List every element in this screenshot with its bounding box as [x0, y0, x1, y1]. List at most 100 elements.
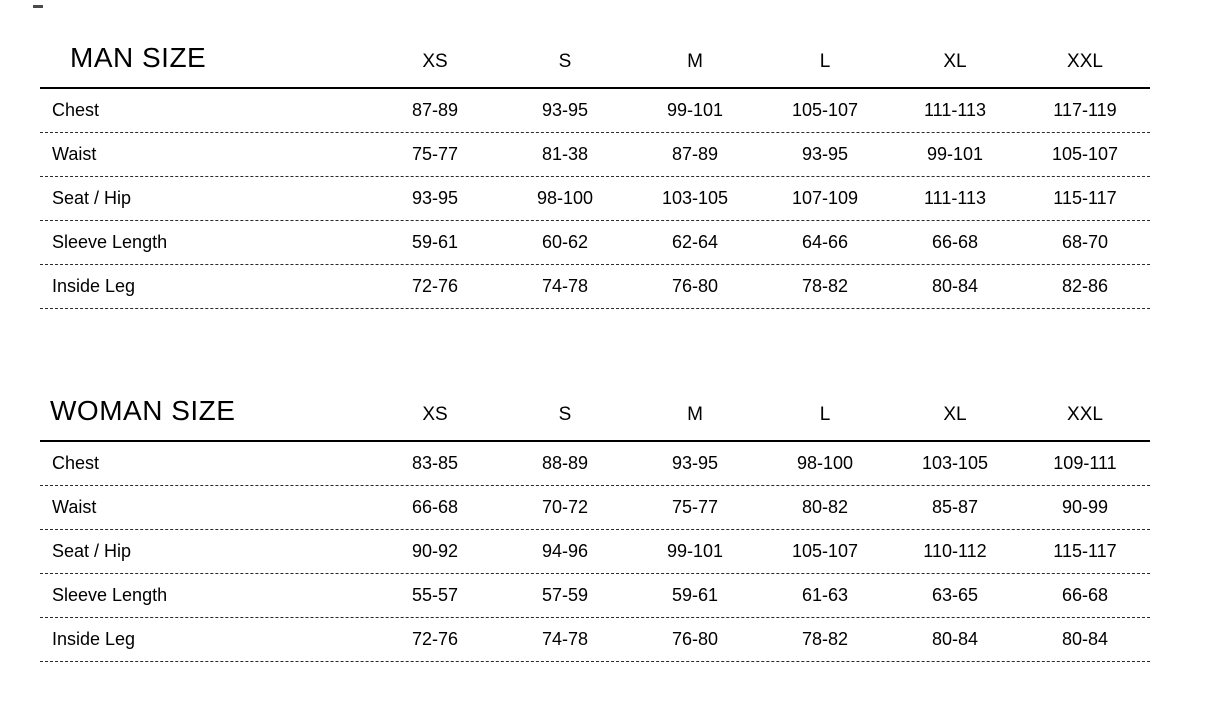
size-value-cell: 74-78: [541, 276, 589, 296]
tables-container: MAN SIZE XS S M L XL XXL Chest 87-89 93-…: [40, 30, 1150, 662]
size-value-cell: 75-77: [411, 144, 459, 164]
size-value-cell: 66-68: [411, 497, 459, 517]
size-value-cell: 99-101: [666, 100, 724, 120]
row-label: Sleeve Length: [52, 232, 168, 252]
size-value-cell: 70-72: [541, 497, 589, 517]
table-row-waist: Waist 75-77 81-38 87-89 93-95 99-101 105…: [40, 133, 1150, 177]
size-value-cell: 80-82: [801, 497, 849, 517]
table-row-sleeve-length: Sleeve Length 59-61 60-62 62-64 64-66 66…: [40, 221, 1150, 265]
row-label: Seat / Hip: [52, 541, 132, 561]
size-value-cell: 90-99: [1061, 497, 1109, 517]
column-header-xxl: XXL: [1067, 404, 1103, 425]
row-label: Chest: [52, 100, 100, 120]
row-label: Seat / Hip: [52, 188, 132, 208]
woman-size-table: WOMAN SIZE XS S M L XL XXL Chest 83-85 8…: [40, 383, 1150, 662]
man-table-title: MAN SIZE: [70, 42, 207, 73]
row-label: Inside Leg: [52, 629, 136, 649]
size-value-cell: 87-89: [671, 144, 719, 164]
row-label: Waist: [52, 144, 97, 164]
size-value-cell: 110-112: [923, 541, 987, 561]
size-value-cell: 80-84: [931, 276, 979, 296]
column-header-xs: XS: [422, 51, 448, 72]
column-header-l: L: [819, 404, 831, 425]
table-row-chest: Chest 87-89 93-95 99-101 105-107 111-113…: [40, 89, 1150, 133]
size-value-cell: 64-66: [801, 232, 849, 252]
size-value-cell: 82-86: [1061, 276, 1109, 296]
column-header-xl: XL: [943, 404, 967, 425]
size-value-cell: 72-76: [411, 629, 459, 649]
size-value-cell: 59-61: [671, 585, 719, 605]
column-header-xs: XS: [422, 404, 448, 425]
size-value-cell: 83-85: [411, 453, 459, 473]
size-value-cell: 85-87: [931, 497, 979, 517]
column-header-m: M: [687, 51, 703, 72]
column-header-s: S: [558, 51, 572, 72]
column-header-m: M: [687, 404, 703, 425]
table-row-inside-leg: Inside Leg 72-76 74-78 76-80 78-82 80-84…: [40, 265, 1150, 309]
size-value-cell: 117-119: [1053, 100, 1117, 120]
size-value-cell: 60-62: [541, 232, 589, 252]
column-header-xl: XL: [943, 51, 967, 72]
row-label: Inside Leg: [52, 276, 136, 296]
size-value-cell: 99-101: [926, 144, 984, 164]
size-value-cell: 105-107: [1051, 144, 1119, 164]
size-value-cell: 105-107: [791, 100, 859, 120]
table-row-seat-hip: Seat / Hip 93-95 98-100 103-105 107-109 …: [40, 177, 1150, 221]
table-row-chest: Chest 83-85 88-89 93-95 98-100 103-105 1…: [40, 442, 1150, 486]
size-value-cell: 93-95: [411, 188, 459, 208]
size-value-cell: 103-105: [921, 453, 989, 473]
size-value-cell: 76-80: [671, 629, 719, 649]
size-value-cell: 103-105: [661, 188, 729, 208]
column-header-l: L: [819, 51, 831, 72]
size-value-cell: 62-64: [671, 232, 719, 252]
size-value-cell: 107-109: [791, 188, 859, 208]
size-value-cell: 94-96: [541, 541, 589, 561]
size-value-cell: 115-117: [1053, 541, 1117, 561]
size-value-cell: 78-82: [801, 276, 849, 296]
size-value-cell: 57-59: [541, 585, 589, 605]
size-value-cell: 109-111: [1053, 453, 1117, 473]
size-value-cell: 93-95: [671, 453, 719, 473]
row-label: Waist: [52, 497, 97, 517]
size-value-cell: 61-63: [801, 585, 849, 605]
size-value-cell: 59-61: [411, 232, 459, 252]
table-row-sleeve-length: Sleeve Length 55-57 57-59 59-61 61-63 63…: [40, 574, 1150, 618]
size-value-cell: 66-68: [931, 232, 979, 252]
size-value-cell: 75-77: [671, 497, 719, 517]
row-label: Sleeve Length: [52, 585, 168, 605]
size-value-cell: 87-89: [411, 100, 459, 120]
size-value-cell: 88-89: [541, 453, 589, 473]
size-value-cell: 74-78: [541, 629, 589, 649]
size-value-cell: 55-57: [411, 585, 459, 605]
size-value-cell: 105-107: [791, 541, 859, 561]
table-row-seat-hip: Seat / Hip 90-92 94-96 99-101 105-107 11…: [40, 530, 1150, 574]
table-row-inside-leg: Inside Leg 72-76 74-78 76-80 78-82 80-84…: [40, 618, 1150, 662]
column-header-xxl: XXL: [1067, 51, 1103, 72]
woman-table-header-row: WOMAN SIZE XS S M L XL XXL: [40, 383, 1150, 442]
size-value-cell: 98-100: [536, 188, 594, 208]
size-value-cell: 115-117: [1053, 188, 1117, 208]
size-value-cell: 99-101: [666, 541, 724, 561]
size-value-cell: 66-68: [1061, 585, 1109, 605]
size-value-cell: 98-100: [796, 453, 854, 473]
man-size-table: MAN SIZE XS S M L XL XXL Chest 87-89 93-…: [40, 30, 1150, 309]
size-value-cell: 93-95: [541, 100, 589, 120]
corner-artifact-mark: [33, 5, 43, 8]
size-value-cell: 81-38: [541, 144, 589, 164]
size-value-cell: 80-84: [931, 629, 979, 649]
row-label: Chest: [52, 453, 100, 473]
table-row-waist: Waist 66-68 70-72 75-77 80-82 85-87 90-9…: [40, 486, 1150, 530]
size-value-cell: 111-113: [923, 100, 987, 120]
man-table-header-row: MAN SIZE XS S M L XL XXL: [40, 30, 1150, 89]
size-value-cell: 68-70: [1061, 232, 1109, 252]
size-value-cell: 93-95: [801, 144, 849, 164]
size-value-cell: 76-80: [671, 276, 719, 296]
woman-table-title: WOMAN SIZE: [50, 395, 236, 426]
size-value-cell: 63-65: [931, 585, 979, 605]
size-value-cell: 72-76: [411, 276, 459, 296]
size-value-cell: 78-82: [801, 629, 849, 649]
column-header-s: S: [558, 404, 572, 425]
size-value-cell: 111-113: [923, 188, 987, 208]
size-value-cell: 80-84: [1061, 629, 1109, 649]
